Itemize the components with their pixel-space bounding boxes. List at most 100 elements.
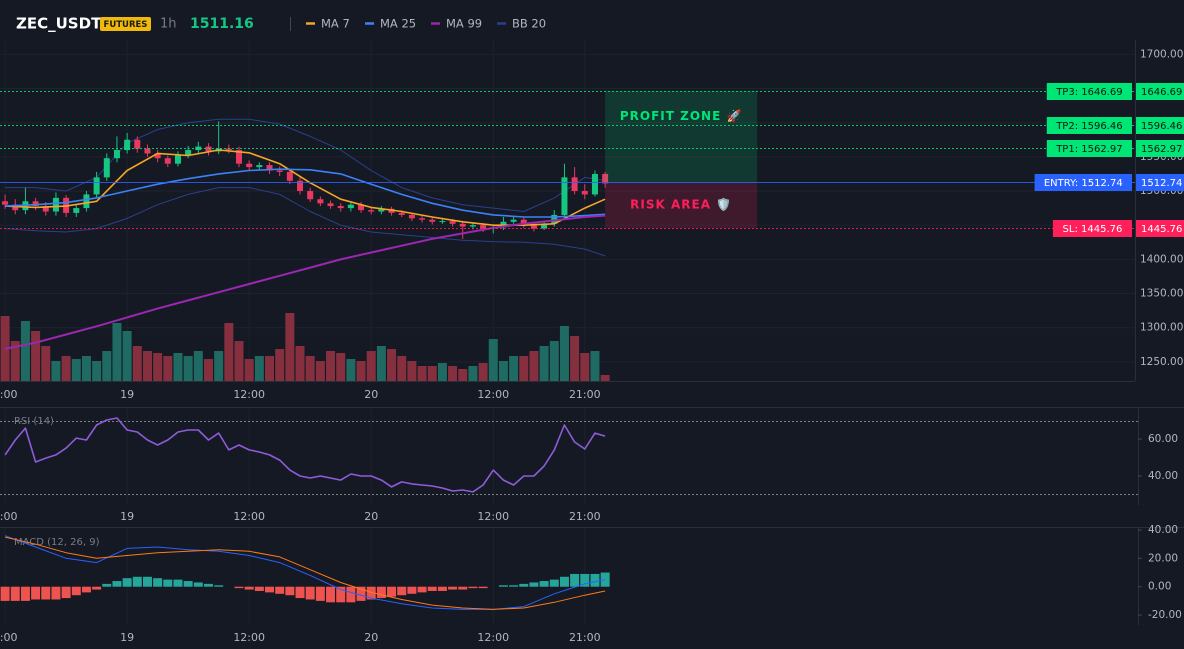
- x-tick-label: 2:00: [0, 631, 17, 644]
- candle-body: [449, 221, 456, 224]
- x-tick-label: 12:00: [477, 388, 509, 401]
- macd-hist-bar: [92, 586, 102, 590]
- level-tag: ENTRY: 1512.74: [1044, 178, 1123, 189]
- y-tick-label: 20.00: [1148, 552, 1178, 564]
- price-tag-bg: [1136, 83, 1184, 100]
- macd-hist-bar: [31, 586, 41, 600]
- macd-hist-bar: [142, 576, 152, 587]
- zone: [605, 182, 758, 229]
- volume-bar: [559, 326, 569, 381]
- candle-body: [358, 204, 365, 211]
- candle-body: [347, 204, 354, 209]
- candle-body: [408, 214, 415, 219]
- volume-bar: [20, 321, 30, 381]
- macd-hist-bar: [590, 573, 600, 587]
- bb-lower: [5, 187, 606, 257]
- y-tick-label: 0.00: [1148, 581, 1171, 593]
- macd-hist-bar: [81, 586, 91, 593]
- x-tick-label: 19: [120, 510, 134, 523]
- zone: [605, 90, 758, 183]
- volume-bar: [336, 353, 346, 381]
- macd-hist-bar: [529, 582, 539, 587]
- level-tag-bg: [1046, 140, 1132, 157]
- volume-bar: [142, 351, 152, 381]
- price-tag-bg: [1136, 220, 1184, 237]
- volume-bar: [437, 363, 447, 381]
- macd-hist-bar: [519, 583, 529, 587]
- volume-bar: [132, 346, 142, 381]
- y-tick-label: 40.00: [1148, 470, 1178, 482]
- candle-body: [73, 208, 80, 213]
- candle-body: [480, 225, 487, 229]
- volume-bar: [173, 353, 183, 381]
- candle-body: [2, 201, 9, 205]
- macd-hist-bar: [193, 582, 203, 587]
- x-tick-label: 20: [364, 631, 378, 644]
- macd-hist-bar: [326, 586, 336, 603]
- candle-body: [571, 177, 578, 192]
- y-tick-label: 1350.00: [1140, 288, 1183, 300]
- level-tag-bg: [1046, 117, 1132, 134]
- volume-bar: [498, 361, 508, 381]
- x-tick-label: 19: [120, 388, 134, 401]
- macd-hist-bar: [539, 581, 549, 587]
- macd-hist-bar: [102, 583, 112, 587]
- candle-body: [113, 150, 120, 159]
- x-tick-label: 12:00: [477, 510, 509, 523]
- candle-body: [429, 219, 436, 222]
- volume-bar: [153, 353, 163, 381]
- volume-bar: [387, 349, 397, 381]
- volume-bar: [51, 361, 61, 381]
- candle-body: [469, 225, 476, 227]
- candle-body: [317, 199, 324, 204]
- y-tick-label: 1400.00: [1140, 253, 1183, 265]
- volume-bar: [356, 361, 366, 381]
- volume-bar: [366, 351, 376, 381]
- last-price: 1511.16: [190, 16, 254, 32]
- candle-body: [439, 221, 446, 223]
- candle-body: [276, 170, 283, 172]
- level-tag-bg: [1034, 174, 1132, 191]
- y-tick-label: 40.00: [1148, 524, 1178, 536]
- candle-body: [32, 201, 39, 207]
- candle-body: [83, 194, 90, 209]
- volume-bar: [183, 356, 193, 381]
- candle-body: [12, 204, 19, 211]
- macd-hist-bar: [458, 586, 468, 590]
- candle-body: [134, 139, 141, 149]
- macd-hist-bar: [305, 586, 315, 600]
- ma-line: [4, 214, 606, 350]
- volume-bar: [31, 331, 41, 381]
- volume-bar: [81, 356, 91, 381]
- volume-bar: [326, 351, 336, 381]
- macd-hist-bar: [183, 581, 193, 587]
- volume-bar: [549, 341, 559, 381]
- badge: FUTURES: [104, 20, 148, 30]
- volume-bar: [285, 313, 295, 381]
- candle-body: [591, 173, 598, 195]
- x-tick-label: 12:00: [477, 631, 509, 644]
- macd-hist-bar: [570, 573, 580, 587]
- macd-hist-bar: [10, 586, 20, 601]
- volume-bar: [224, 323, 234, 381]
- level-tag: TP2: 1596.46: [1055, 121, 1122, 132]
- volume-bar: [112, 323, 122, 381]
- macd-hist-bar: [275, 586, 285, 594]
- price-tag-bg: [1136, 140, 1184, 157]
- candle-body: [541, 223, 548, 229]
- ma-line: [5, 168, 606, 218]
- level-tag: TP1: 1562.97: [1055, 144, 1122, 155]
- macd-hist-bar: [0, 586, 10, 601]
- macd-hist-bar: [295, 586, 305, 599]
- candle-body: [174, 155, 181, 164]
- interval: 1h: [160, 17, 177, 32]
- volume-bar: [397, 356, 407, 381]
- candle-body: [602, 173, 609, 184]
- x-tick-label: 12:00: [233, 388, 265, 401]
- price-tag: 1562.97: [1141, 144, 1182, 155]
- volume-bar: [193, 351, 203, 381]
- candle-body: [530, 225, 537, 229]
- rsi-line: [4, 417, 606, 493]
- price-tag-bg: [1136, 174, 1184, 191]
